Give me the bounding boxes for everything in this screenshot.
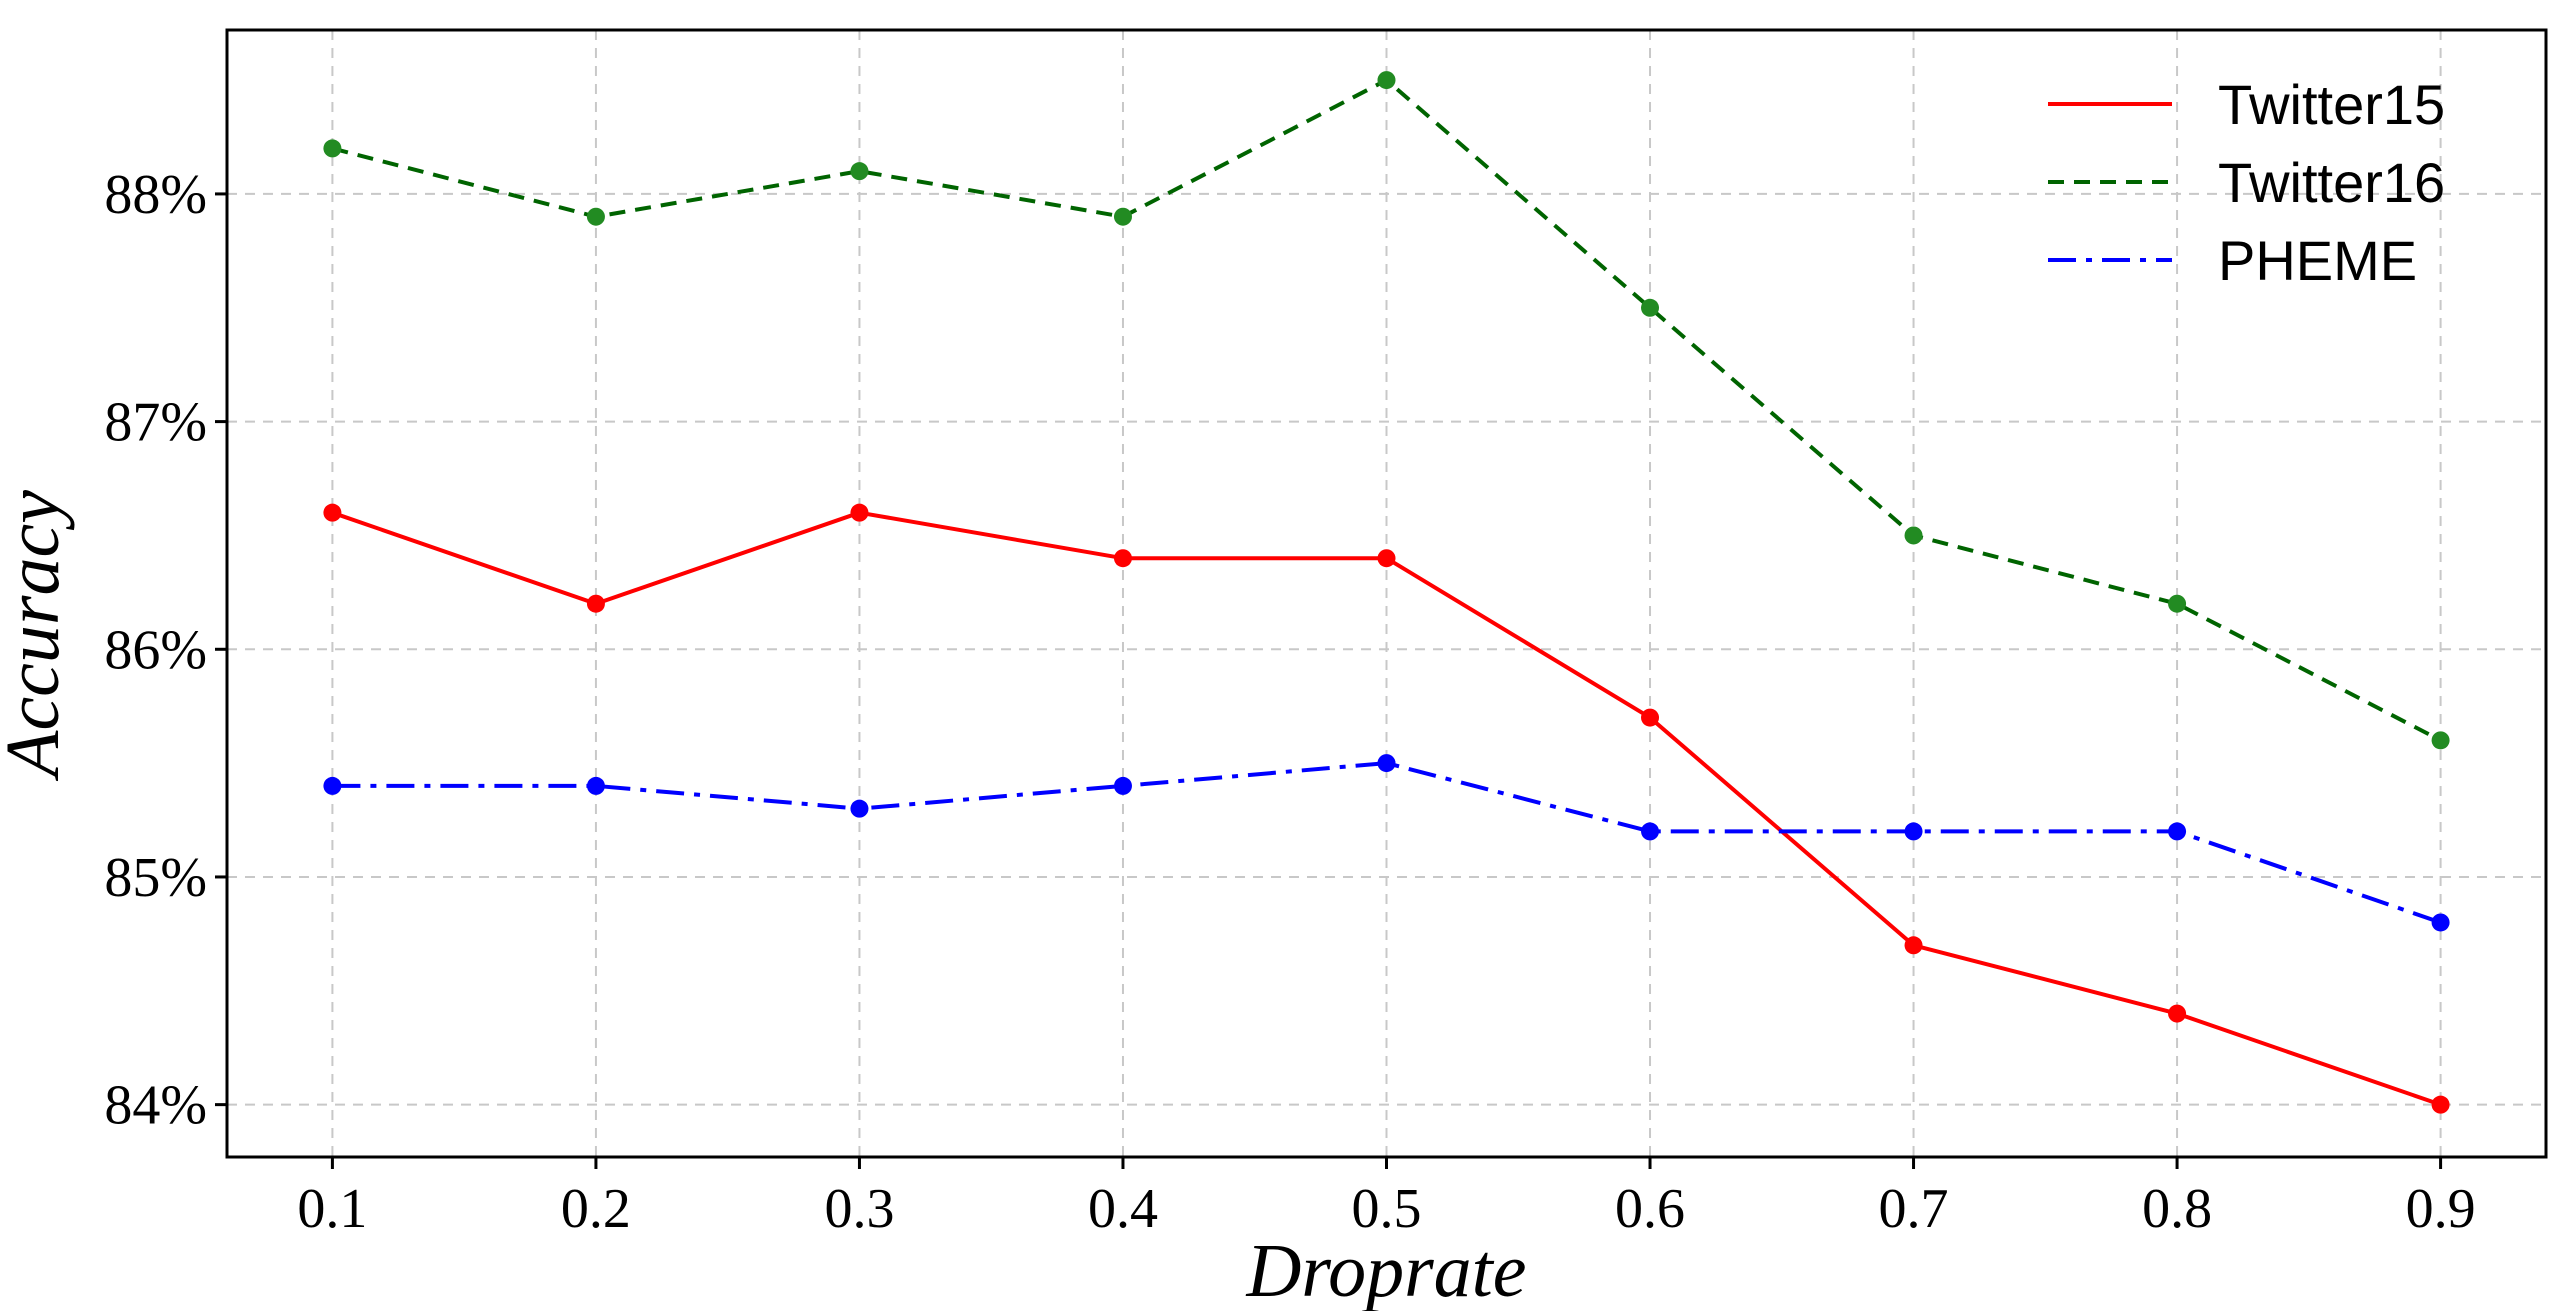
x-tick-label: 0.4 bbox=[1088, 1178, 1158, 1240]
series-line-pheme bbox=[332, 761, 2442, 925]
data-point-twitter15 bbox=[2168, 1004, 2187, 1023]
x-tick-label: 0.6 bbox=[1615, 1178, 1685, 1240]
data-point-twitter16 bbox=[2168, 594, 2187, 613]
data-point-pheme bbox=[1113, 776, 1132, 795]
legend: Twitter15 Twitter16 PHEME bbox=[2048, 73, 2445, 292]
data-point-twitter15 bbox=[1113, 549, 1132, 568]
data-point-twitter15 bbox=[1377, 549, 1396, 568]
x-tick-label: 0.7 bbox=[1879, 1178, 1949, 1240]
series-lines bbox=[323, 71, 2450, 1114]
legend-label: Twitter16 bbox=[2218, 151, 2445, 214]
data-point-pheme bbox=[1904, 822, 1923, 841]
data-point-pheme bbox=[2168, 822, 2187, 841]
data-point-twitter16 bbox=[586, 207, 605, 226]
y-tick-label: 87% bbox=[104, 392, 207, 454]
data-point-twitter16 bbox=[1641, 298, 1660, 317]
data-point-twitter15 bbox=[1641, 708, 1660, 727]
data-point-pheme bbox=[586, 776, 605, 795]
x-tick-label: 0.8 bbox=[2142, 1178, 2212, 1240]
x-tick-label: 0.3 bbox=[824, 1178, 894, 1240]
data-point-pheme bbox=[1377, 754, 1396, 773]
data-point-twitter15 bbox=[850, 503, 869, 522]
grid-lines bbox=[227, 30, 2546, 1157]
y-tick-label: 88% bbox=[104, 164, 207, 226]
data-point-pheme bbox=[323, 776, 342, 795]
data-point-twitter15 bbox=[2431, 1095, 2450, 1114]
data-point-twitter16 bbox=[1377, 71, 1396, 90]
data-point-pheme bbox=[1641, 822, 1660, 841]
data-point-twitter16 bbox=[2431, 731, 2450, 750]
y-axis-title: Accuracy bbox=[0, 490, 75, 782]
data-point-twitter16 bbox=[1113, 207, 1132, 226]
y-tick-label: 84% bbox=[104, 1075, 207, 1137]
data-point-twitter16 bbox=[323, 139, 342, 158]
axis-ticks: 0.1 0.2 0.3 0.4 0.5 0.6 0.7 0.8 0.9 84% 85% 86% 87% 8… bbox=[104, 164, 2475, 1240]
data-point-twitter15 bbox=[586, 594, 605, 613]
data-point-twitter16 bbox=[1904, 526, 1923, 545]
x-tick-label: 0.1 bbox=[297, 1178, 367, 1240]
x-tick-label: 0.5 bbox=[1352, 1178, 1422, 1240]
data-point-twitter16 bbox=[850, 162, 869, 181]
y-tick-label: 86% bbox=[104, 619, 207, 681]
y-tick-label: 85% bbox=[104, 847, 207, 909]
data-point-twitter15 bbox=[1904, 936, 1923, 955]
legend-label: Twitter15 bbox=[2218, 73, 2445, 136]
x-tick-label: 0.9 bbox=[2406, 1178, 2476, 1240]
data-point-pheme bbox=[850, 799, 869, 818]
data-point-twitter15 bbox=[323, 503, 342, 522]
x-axis-title: Droprate bbox=[1245, 1229, 1526, 1311]
data-point-pheme bbox=[2431, 913, 2450, 932]
x-tick-label: 0.2 bbox=[561, 1178, 631, 1240]
legend-label: PHEME bbox=[2218, 229, 2417, 292]
